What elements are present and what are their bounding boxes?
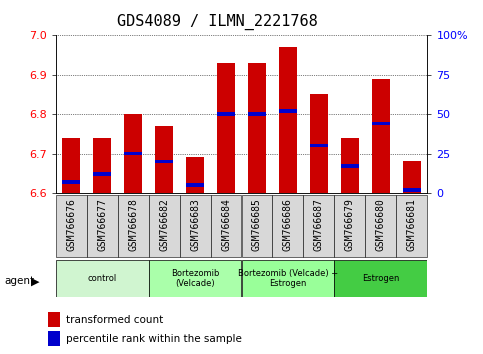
Bar bbox=[186, 158, 204, 193]
Text: GSM766682: GSM766682 bbox=[159, 198, 169, 251]
Bar bbox=[372, 79, 390, 193]
Bar bbox=[62, 138, 80, 193]
Bar bbox=[341, 138, 359, 193]
Bar bbox=[56, 195, 86, 257]
Bar bbox=[248, 113, 266, 116]
Text: GDS4089 / ILMN_2221768: GDS4089 / ILMN_2221768 bbox=[117, 14, 318, 30]
Text: GSM766684: GSM766684 bbox=[221, 198, 231, 251]
Bar bbox=[124, 152, 142, 155]
Bar bbox=[403, 188, 421, 192]
Bar bbox=[149, 195, 180, 257]
Text: agent: agent bbox=[5, 276, 35, 286]
Bar bbox=[93, 138, 112, 193]
Bar bbox=[93, 172, 112, 176]
Bar bbox=[86, 195, 117, 257]
Text: GSM766676: GSM766676 bbox=[66, 198, 76, 251]
Text: GSM766681: GSM766681 bbox=[407, 198, 417, 251]
Text: Bortezomib
(Velcade): Bortezomib (Velcade) bbox=[171, 269, 219, 289]
Text: percentile rank within the sample: percentile rank within the sample bbox=[66, 334, 242, 344]
Bar bbox=[310, 144, 328, 147]
Bar bbox=[242, 195, 272, 257]
Text: control: control bbox=[87, 274, 117, 283]
Text: Estrogen: Estrogen bbox=[362, 274, 399, 283]
Bar bbox=[279, 47, 297, 193]
Text: Bortezomib (Velcade) +
Estrogen: Bortezomib (Velcade) + Estrogen bbox=[238, 269, 338, 289]
Bar bbox=[279, 109, 297, 113]
Bar bbox=[403, 161, 421, 193]
Text: GSM766686: GSM766686 bbox=[283, 198, 293, 251]
Text: ▶: ▶ bbox=[31, 276, 40, 286]
Bar bbox=[186, 183, 204, 187]
Bar bbox=[272, 195, 303, 257]
Bar bbox=[310, 95, 328, 193]
Bar bbox=[47, 331, 60, 346]
Bar bbox=[303, 195, 334, 257]
Bar bbox=[366, 195, 397, 257]
Bar bbox=[334, 260, 427, 297]
Text: GSM766677: GSM766677 bbox=[97, 198, 107, 251]
Bar bbox=[335, 195, 366, 257]
Text: GSM766680: GSM766680 bbox=[376, 198, 386, 251]
Text: GSM766683: GSM766683 bbox=[190, 198, 200, 251]
Bar bbox=[62, 180, 80, 184]
Text: GSM766678: GSM766678 bbox=[128, 198, 138, 251]
Text: GSM766687: GSM766687 bbox=[314, 198, 324, 251]
Bar bbox=[117, 195, 149, 257]
Bar bbox=[341, 164, 359, 168]
Bar bbox=[155, 160, 173, 163]
Bar bbox=[397, 195, 427, 257]
Bar bbox=[180, 195, 211, 257]
Text: GSM766679: GSM766679 bbox=[345, 198, 355, 251]
Bar bbox=[149, 260, 242, 297]
Bar bbox=[248, 63, 266, 193]
Text: GSM766685: GSM766685 bbox=[252, 198, 262, 251]
Bar bbox=[217, 113, 235, 116]
Bar bbox=[124, 114, 142, 193]
Bar bbox=[155, 126, 173, 193]
Bar bbox=[211, 195, 242, 257]
Bar bbox=[372, 122, 390, 125]
Bar bbox=[242, 260, 334, 297]
Bar bbox=[217, 63, 235, 193]
Text: transformed count: transformed count bbox=[66, 315, 163, 325]
Bar bbox=[47, 312, 60, 327]
Bar bbox=[56, 260, 149, 297]
